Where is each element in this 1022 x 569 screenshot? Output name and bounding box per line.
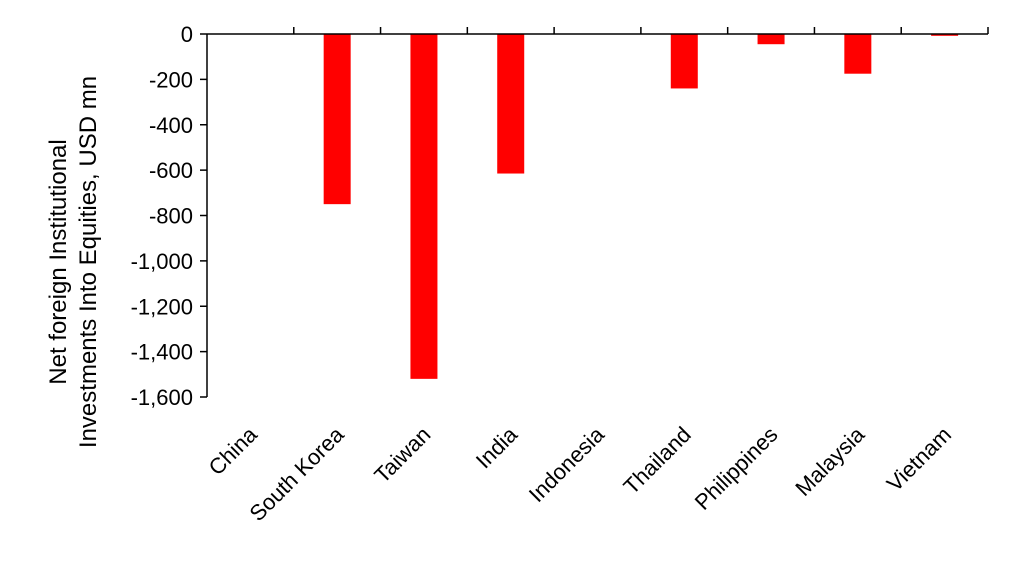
y-tick-label: -600 [149,158,193,183]
x-tick-label: South Korea [245,421,350,526]
y-tick-label: -400 [149,113,193,138]
y-tick-label: -1,400 [131,340,193,365]
y-tick-label: -800 [149,204,193,229]
x-tick-label: Malaysia [790,421,870,501]
bar-south-korea [323,34,351,205]
bar-vietnam [931,34,959,36]
y-tick-label: -1,000 [131,249,193,274]
x-tick-label: Thailand [618,422,695,499]
x-tick-label: Taiwan [369,422,435,488]
bar-philippines [757,34,785,45]
y-axis-title-line-1: Net foreign Institutional [45,139,72,384]
y-tick-label: -200 [149,67,193,92]
y-tick-label: -1,600 [131,385,193,410]
x-tick-label: China [204,421,263,480]
x-tick-label: Vietnam [882,422,956,496]
x-tick-label: Indonesia [524,421,610,507]
y-axis-title-line-2: Investments Into Equities, USD mn [75,76,102,448]
y-tick-label: -1,200 [131,294,193,319]
x-tick-label: India [471,421,523,473]
y-axis-title: Net foreign Institutional Investments In… [45,76,102,448]
y-tick-label: 0 [181,22,193,47]
y-axis-ticks: 0 -200 -400 -600 -800 -1,000 -1,200 -1,400 -1,60… [131,22,207,410]
bar-taiwan [410,34,438,379]
bars [323,34,959,379]
bar-india [497,34,525,174]
bar-thailand [670,34,698,89]
x-tick-label: Philippines [690,422,783,515]
bar-malaysia [844,34,872,74]
